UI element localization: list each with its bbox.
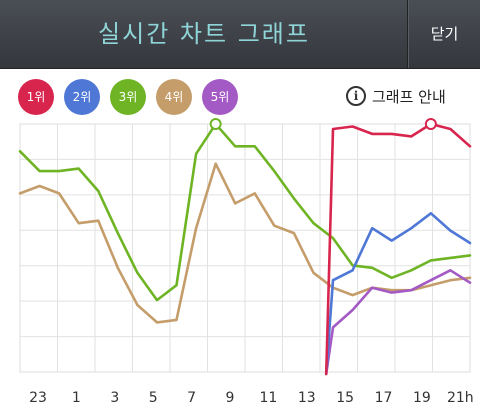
series-line-rank-2 [324, 212, 472, 376]
legend-rank-5[interactable]: 5위 [202, 79, 238, 115]
header-divider [407, 0, 408, 68]
graph-guide-button[interactable]: i 그래프 안내 [346, 84, 446, 108]
x-tick-label: 5 [149, 390, 158, 406]
peak-marker-rank-3 [209, 118, 222, 130]
legend-rank-4[interactable]: 4위 [156, 79, 192, 115]
chart-series [18, 122, 472, 376]
series-line-rank-4 [18, 162, 472, 324]
x-tick-label: 11 [259, 390, 277, 406]
peak-marker-rank-1 [424, 118, 437, 130]
realtime-rank-chart: 23 1 3 5 7 9 11 13 15 17 19 21h [18, 118, 474, 406]
series-line-rank-3 [18, 122, 472, 302]
legend-rank-1[interactable]: 1위 [18, 79, 54, 115]
legend-rank-2[interactable]: 2위 [64, 79, 100, 115]
x-tick-label: 3 [110, 390, 119, 406]
x-tick-label: 17 [375, 390, 393, 406]
info-icon: i [346, 86, 366, 106]
x-tick-label: 19 [413, 390, 431, 406]
page-title: 실시간 차트 그래프 [98, 20, 310, 48]
legend-rank-3[interactable]: 3위 [110, 79, 146, 115]
series-line-rank-5 [324, 269, 472, 376]
chart-grid [19, 123, 471, 373]
x-tick-label: 7 [187, 390, 196, 406]
x-tick-label: 13 [298, 390, 316, 406]
graph-guide-label: 그래프 안내 [372, 87, 446, 106]
x-tick-label: 23 [29, 390, 47, 406]
x-tick-label: 1 [72, 390, 81, 406]
x-tick-label: 9 [226, 390, 235, 406]
chart-markers [209, 118, 437, 130]
x-axis: 23 1 3 5 7 9 11 13 15 17 19 21h [29, 390, 474, 406]
series-line-rank-1 [324, 122, 472, 376]
close-button[interactable]: 닫기 [430, 25, 459, 43]
header-bar: 실시간 차트 그래프 닫기 [0, 0, 480, 69]
x-tick-label: 15 [336, 390, 354, 406]
x-tick-label: 21h [447, 390, 474, 406]
